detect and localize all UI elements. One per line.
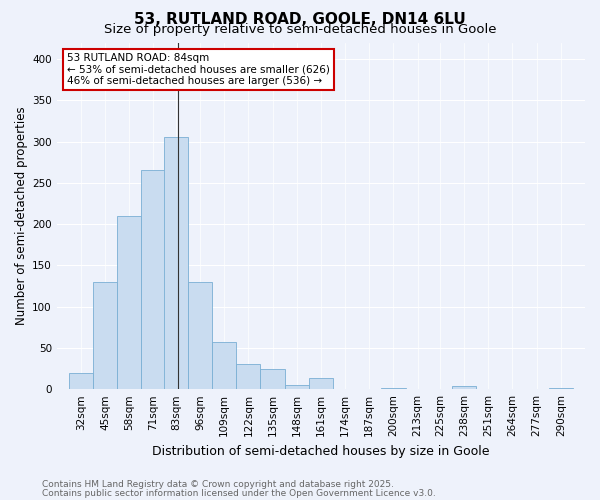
Bar (164, 138, 188, 389)
Bar (452, 386, 476, 389)
Bar (309, 378, 333, 389)
Bar (212, 342, 236, 389)
Text: Contains HM Land Registry data © Crown copyright and database right 2025.: Contains HM Land Registry data © Crown c… (42, 480, 394, 489)
Text: 53, RUTLAND ROAD, GOOLE, DN14 6LU: 53, RUTLAND ROAD, GOOLE, DN14 6LU (134, 12, 466, 28)
X-axis label: Distribution of semi-detached houses by size in Goole: Distribution of semi-detached houses by … (152, 444, 490, 458)
Bar (142, 170, 166, 389)
Bar (93, 282, 117, 389)
Text: Contains public sector information licensed under the Open Government Licence v3: Contains public sector information licen… (42, 488, 436, 498)
Text: 53 RUTLAND ROAD: 84sqm
← 53% of semi-detached houses are smaller (626)
46% of se: 53 RUTLAND ROAD: 84sqm ← 53% of semi-det… (67, 53, 330, 86)
Y-axis label: Number of semi-detached properties: Number of semi-detached properties (15, 106, 28, 325)
Bar (284, 385, 309, 389)
Bar (69, 372, 93, 389)
Bar (188, 282, 212, 389)
Text: Size of property relative to semi-detached houses in Goole: Size of property relative to semi-detach… (104, 22, 496, 36)
Bar (236, 364, 260, 389)
Bar (549, 388, 573, 389)
Bar (382, 388, 406, 389)
Bar (260, 368, 284, 389)
Bar (117, 216, 142, 389)
